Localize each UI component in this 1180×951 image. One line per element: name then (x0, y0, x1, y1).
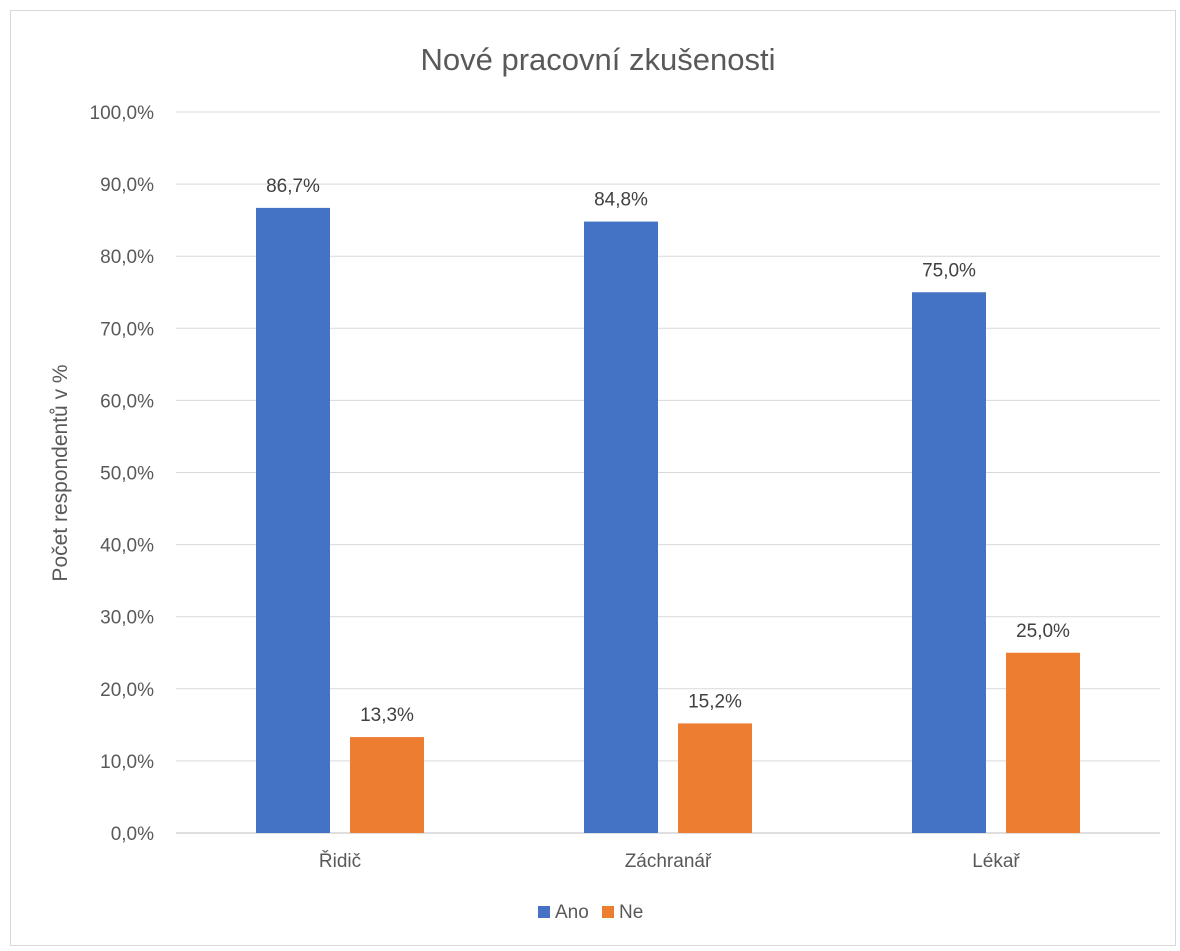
legend: Ano Ne (538, 902, 643, 923)
y-tick-label: 60,0% (100, 391, 154, 412)
y-tick-label: 0,0% (111, 824, 154, 845)
bar-ne (1006, 652, 1080, 833)
bar-ano (256, 207, 330, 833)
legend-label-ano: Ano (555, 902, 589, 923)
y-tick-label: 90,0% (100, 175, 154, 196)
x-tick-label: Záchranář (625, 851, 712, 872)
data-label: 25,0% (1016, 621, 1070, 642)
x-tick-label: Lékař (972, 851, 1020, 872)
legend-swatch-ne (602, 906, 614, 918)
x-tick-label: Řidič (319, 850, 361, 872)
bar-ne (678, 723, 752, 833)
data-label: 86,7% (266, 176, 320, 197)
y-tick-label: 100,0% (90, 103, 155, 124)
y-tick-label: 80,0% (100, 247, 154, 268)
data-label: 75,0% (922, 260, 976, 281)
data-label: 84,8% (594, 190, 648, 211)
data-label: 13,3% (360, 705, 414, 726)
y-tick-label: 20,0% (100, 680, 154, 701)
legend-swatch-ano (538, 906, 550, 918)
gridlines (176, 111, 1160, 834)
y-tick-label: 50,0% (100, 464, 154, 485)
legend-label-ne: Ne (619, 902, 643, 923)
y-axis-label: Počet respondentů v % (49, 364, 72, 581)
y-axis-ticks: 0,0% 10,0% 20,0% 30,0% 40,0% 50,0% 60,0% 70,0% 8… (90, 103, 155, 845)
chart-title: Nové pracovní zkušenosti (421, 42, 776, 77)
y-tick-label: 70,0% (100, 319, 154, 340)
bar-ano (584, 221, 658, 834)
y-tick-label: 30,0% (100, 608, 154, 629)
bar-ano (912, 292, 986, 833)
data-labels: 86,7% 13,3% 84,8% 15,2% 75,0% 25,0% (266, 176, 1070, 726)
y-tick-label: 10,0% (100, 752, 154, 773)
bar-ne (350, 737, 424, 833)
bars (256, 207, 1080, 834)
y-tick-label: 40,0% (100, 536, 154, 557)
data-label: 15,2% (688, 691, 742, 712)
x-axis-ticks: Řidič Záchranář Lékař (319, 850, 1021, 872)
